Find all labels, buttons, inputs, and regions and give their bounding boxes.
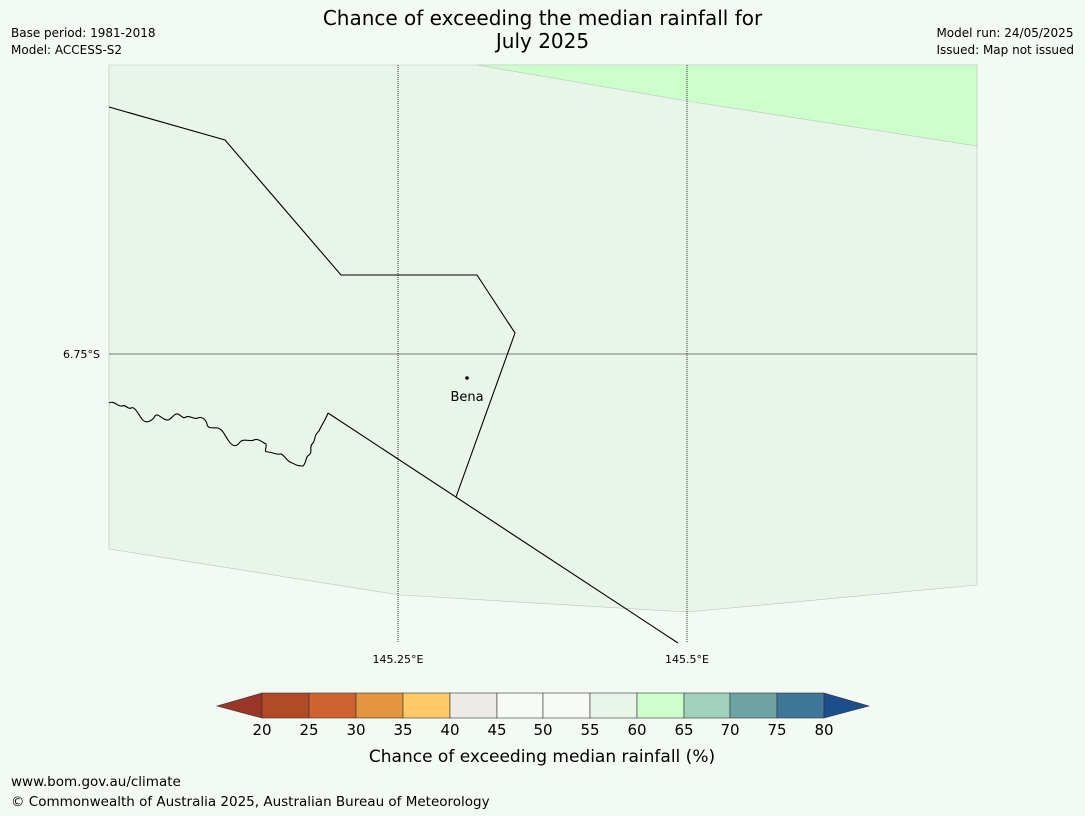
colorbar-bin-25-30 [308, 692, 357, 719]
lat-label-6-75s: 6.75°S [63, 348, 100, 361]
forecast-region [108, 64, 978, 613]
colorbar-bin-65-70 [683, 692, 731, 719]
colorbar-bin-60-65 [636, 692, 685, 719]
base-period-text: Base period: 1981-2018 [11, 26, 156, 40]
province-boundary [327, 412, 679, 644]
colorbar-ticks: 20 25 30 35 40 45 50 55 60 65 70 75 80 [252, 721, 833, 739]
colorbar-bin-75-80 [776, 692, 825, 719]
colorbar-tick-label: 80 [814, 721, 833, 739]
bena-marker [465, 376, 469, 380]
footer-copyright: © Commonwealth of Australia 2025, Austra… [11, 794, 490, 810]
colorbar-bin-40-45 [449, 692, 498, 719]
colorbar-bin-55-60 [589, 692, 638, 719]
footer-url: www.bom.gov.au/climate [11, 774, 181, 790]
colorbar-tick-label: 55 [580, 721, 599, 739]
colorbar-tick-label: 75 [767, 721, 786, 739]
map-title: Chance of exceeding the median rainfall … [0, 7, 1085, 53]
colorbar-tick-label: 30 [346, 721, 365, 739]
colorbar-bin-30-35 [355, 692, 404, 719]
colorbar-bin-45-50 [496, 692, 544, 719]
colorbar-extend-low [215, 692, 263, 719]
colorbar-tick-label: 25 [299, 721, 318, 739]
map-panel [108, 64, 978, 644]
colorbar-tick-label: 45 [487, 721, 506, 739]
colorbar-tick-label: 20 [252, 721, 271, 739]
colorbar-extend-high [823, 692, 871, 719]
map-title-line1: Chance of exceeding the median rainfall … [322, 6, 763, 30]
colorbar [215, 692, 871, 719]
lon-label-145-25e: 145.25°E [373, 653, 424, 666]
colorbar-tick-label: 65 [674, 721, 693, 739]
forecast-region-60-65 [476, 64, 978, 147]
place-label-bena: Bena [450, 390, 483, 405]
colorbar-bin-70-75 [729, 692, 778, 719]
colorbar-bin-20-25 [261, 692, 310, 719]
colorbar-bin-35-40 [402, 692, 451, 719]
colorbar-label: Chance of exceeding median rainfall (%) [369, 747, 715, 767]
model-text: Model: ACCESS-S2 [11, 43, 123, 57]
meta-left: Base period: 1981-2018 Model: ACCESS-S2 [11, 25, 156, 59]
colorbar-tick-label: 50 [533, 721, 552, 739]
colorbar-tick-label: 60 [627, 721, 646, 739]
model-run-text: Model run: 24/05/2025 [936, 26, 1074, 40]
colorbar-bin-50-55 [542, 692, 591, 719]
colorbar-tick-label: 70 [720, 721, 739, 739]
province-boundary [108, 106, 516, 498]
issued-text: Issued: Map not issued [936, 43, 1074, 57]
colorbar-tick-label: 35 [393, 721, 412, 739]
map-title-line2: July 2025 [495, 29, 590, 53]
colorbar-tick-label: 40 [440, 721, 459, 739]
river-boundary [108, 401, 329, 467]
lon-label-145-5e: 145.5°E [665, 653, 709, 666]
meta-right: Model run: 24/05/2025 Issued: Map not is… [936, 25, 1074, 59]
